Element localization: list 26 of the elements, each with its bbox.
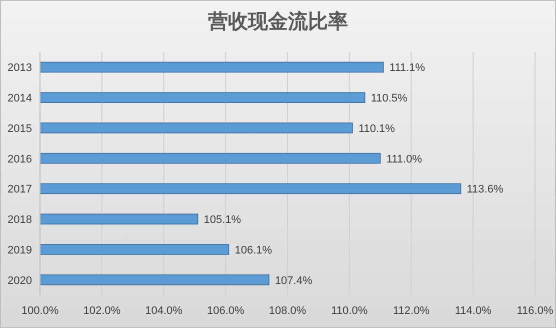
x-tick-label: 114.0% [454,305,492,317]
data-label: 106.1% [234,244,272,256]
data-label: 107.4% [274,274,312,287]
data-label: 110.1% [358,122,396,135]
y-tick-label: 2018 [8,214,32,226]
y-tick-label: 2020 [8,274,32,287]
x-tick-label: 108.0% [268,305,306,317]
y-tick-label: 2017 [8,184,32,196]
data-label: 111.0% [386,153,422,166]
x-tick-label: 102.0% [83,305,121,317]
chart-title: 营收现金流比率 [207,10,348,33]
data-label: 111.1% [389,62,426,74]
y-tick-label: 2015 [8,122,32,135]
y-tick-label: 2019 [8,244,32,256]
data-label: 110.5% [370,92,408,105]
y-tick-label: 2016 [8,153,32,166]
x-tick-label: 100.0% [21,305,59,317]
x-tick-label: 104.0% [145,305,183,317]
data-label: 105.1% [204,214,242,226]
x-tick-label: 112.0% [393,305,430,317]
x-tick-label: 116.0% [516,305,554,317]
data-label: 113.6% [466,184,504,196]
y-tick-label: 2013 [8,62,32,74]
x-tick-label: 110.0% [331,305,368,317]
x-tick-label: 106.0% [206,305,244,317]
y-tick-label: 2014 [8,92,32,105]
